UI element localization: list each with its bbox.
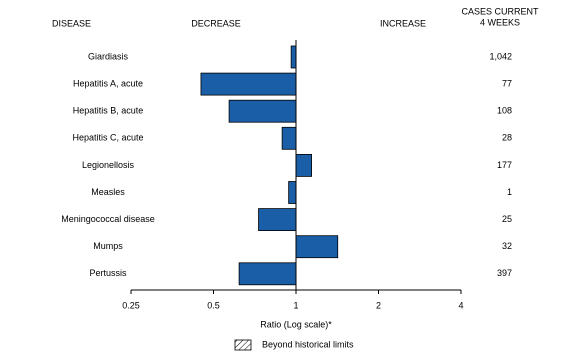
bar — [200, 72, 297, 96]
category-label: Pertussis — [89, 268, 127, 278]
category-label: Giardiasis — [88, 51, 129, 61]
cases-label: 25 — [502, 214, 512, 224]
category-label: Mumps — [93, 241, 123, 251]
header-cases: 4 WEEKS — [480, 17, 520, 27]
bar — [258, 208, 297, 232]
category-label: Hepatitis C, acute — [72, 133, 143, 143]
bar — [295, 153, 312, 177]
cases-label: 28 — [502, 133, 512, 143]
x-tick-label: 4 — [458, 300, 463, 310]
bar — [281, 126, 297, 150]
bar — [238, 262, 297, 286]
header-increase: INCREASE — [380, 18, 426, 28]
category-label: Hepatitis A, acute — [73, 78, 143, 88]
header-disease: DISEASE — [52, 18, 91, 28]
cases-label: 108 — [497, 106, 512, 116]
header-cases: CASES CURRENT — [461, 6, 539, 16]
category-label: Hepatitis B, acute — [73, 106, 144, 116]
x-tick-label: 1 — [293, 300, 298, 310]
bar — [228, 99, 297, 123]
header-decrease: DECREASE — [191, 18, 241, 28]
cases-label: 397 — [497, 268, 512, 278]
cases-label: 1 — [507, 187, 512, 197]
bar — [295, 235, 339, 259]
bar — [288, 181, 297, 204]
cases-label: 1,042 — [489, 51, 512, 61]
legend-swatch — [234, 339, 252, 351]
x-tick-label: 0.5 — [207, 300, 220, 310]
bar — [290, 45, 297, 69]
cases-label: 177 — [497, 160, 512, 170]
cases-label: 77 — [502, 78, 512, 88]
x-tick-label: 0.25 — [122, 300, 140, 310]
legend-label: Beyond historical limits — [262, 339, 354, 349]
cases-label: 32 — [502, 241, 512, 251]
x-tick-label: 2 — [376, 300, 381, 310]
category-label: Meningococcal disease — [61, 214, 155, 224]
x-axis-label: Ratio (Log scale)* — [260, 319, 332, 329]
category-label: Legionellosis — [82, 160, 135, 170]
category-label: Measles — [91, 187, 125, 197]
